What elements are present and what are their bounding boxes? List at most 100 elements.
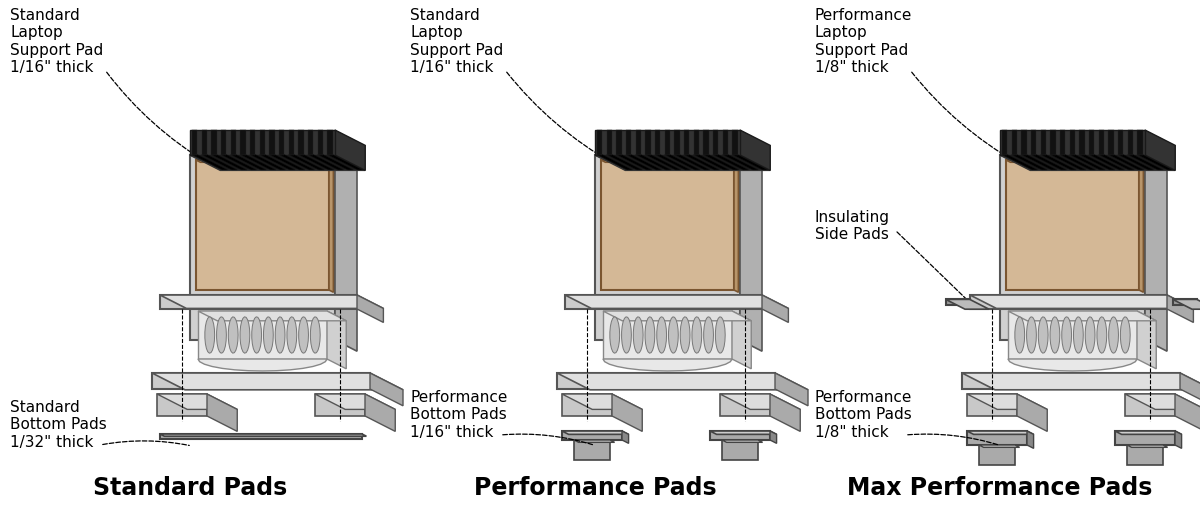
Polygon shape	[596, 154, 632, 170]
Polygon shape	[734, 160, 738, 292]
Polygon shape	[610, 317, 619, 353]
Text: Performance
Bottom Pads
1/8" thick: Performance Bottom Pads 1/8" thick	[815, 390, 912, 440]
Polygon shape	[557, 373, 808, 390]
Polygon shape	[202, 130, 206, 155]
Polygon shape	[720, 394, 800, 409]
Polygon shape	[1097, 317, 1106, 353]
Polygon shape	[318, 130, 323, 155]
Polygon shape	[370, 373, 403, 406]
Polygon shape	[694, 130, 698, 155]
Polygon shape	[684, 130, 689, 155]
Polygon shape	[674, 130, 679, 155]
Polygon shape	[665, 154, 700, 170]
Polygon shape	[190, 155, 358, 166]
Polygon shape	[1050, 317, 1060, 353]
Polygon shape	[703, 130, 708, 155]
Polygon shape	[289, 154, 324, 170]
Polygon shape	[1099, 130, 1104, 155]
Polygon shape	[1109, 317, 1118, 353]
Polygon shape	[230, 154, 266, 170]
Polygon shape	[674, 154, 710, 170]
Polygon shape	[607, 130, 612, 155]
Polygon shape	[216, 317, 227, 353]
Polygon shape	[1127, 445, 1163, 465]
Polygon shape	[240, 154, 276, 170]
Polygon shape	[646, 317, 655, 353]
Polygon shape	[250, 130, 256, 155]
Polygon shape	[287, 317, 296, 353]
Polygon shape	[612, 394, 642, 432]
Polygon shape	[1031, 154, 1067, 170]
Polygon shape	[626, 130, 631, 155]
Polygon shape	[962, 373, 1180, 389]
Polygon shape	[308, 154, 343, 170]
Polygon shape	[607, 154, 642, 170]
Polygon shape	[252, 317, 262, 353]
Polygon shape	[314, 394, 365, 416]
Polygon shape	[967, 394, 1048, 409]
Text: Standard
Laptop
Support Pad
1/16" thick: Standard Laptop Support Pad 1/16" thick	[10, 8, 103, 75]
Polygon shape	[732, 311, 751, 369]
Polygon shape	[152, 373, 403, 390]
Polygon shape	[365, 394, 395, 432]
Text: Performance
Laptop
Support Pad
1/8" thick: Performance Laptop Support Pad 1/8" thic…	[815, 8, 912, 75]
Polygon shape	[634, 317, 643, 353]
Polygon shape	[622, 317, 631, 353]
Polygon shape	[740, 130, 770, 170]
Polygon shape	[1126, 394, 1175, 416]
Polygon shape	[601, 160, 734, 290]
Polygon shape	[562, 394, 642, 409]
Polygon shape	[1085, 317, 1096, 353]
Polygon shape	[1000, 155, 1145, 340]
Text: Performance Pads: Performance Pads	[474, 476, 716, 500]
Polygon shape	[335, 130, 365, 170]
Polygon shape	[979, 445, 1015, 465]
Polygon shape	[1069, 154, 1105, 170]
Text: Standard
Laptop
Support Pad
1/16" thick: Standard Laptop Support Pad 1/16" thick	[410, 8, 503, 75]
Polygon shape	[160, 295, 358, 309]
Polygon shape	[1000, 155, 1166, 166]
Polygon shape	[1138, 154, 1172, 170]
Polygon shape	[970, 295, 1166, 309]
Polygon shape	[565, 295, 788, 308]
Polygon shape	[1088, 154, 1124, 170]
Polygon shape	[967, 431, 1033, 434]
Polygon shape	[967, 431, 1027, 445]
Polygon shape	[557, 373, 775, 389]
Polygon shape	[192, 154, 228, 170]
Polygon shape	[198, 311, 347, 321]
Polygon shape	[289, 130, 294, 155]
Polygon shape	[770, 394, 800, 432]
Polygon shape	[1000, 130, 1145, 155]
Polygon shape	[1060, 130, 1066, 155]
Polygon shape	[646, 130, 650, 155]
Polygon shape	[1012, 154, 1048, 170]
Text: Performance
Bottom Pads
1/16" thick: Performance Bottom Pads 1/16" thick	[410, 390, 508, 440]
Polygon shape	[157, 394, 208, 416]
Polygon shape	[684, 154, 720, 170]
Polygon shape	[722, 154, 758, 170]
Polygon shape	[655, 154, 690, 170]
Polygon shape	[1128, 130, 1133, 155]
Polygon shape	[703, 317, 714, 353]
Polygon shape	[1118, 154, 1153, 170]
Polygon shape	[160, 434, 366, 436]
Polygon shape	[1015, 317, 1025, 353]
Polygon shape	[1006, 160, 1144, 162]
Polygon shape	[190, 130, 335, 155]
Polygon shape	[668, 317, 678, 353]
Polygon shape	[604, 311, 732, 359]
Polygon shape	[358, 295, 384, 322]
Polygon shape	[692, 317, 702, 353]
Polygon shape	[269, 154, 305, 170]
Polygon shape	[299, 154, 334, 170]
Polygon shape	[715, 317, 725, 353]
Polygon shape	[595, 155, 770, 170]
Polygon shape	[314, 394, 395, 409]
Polygon shape	[192, 130, 197, 155]
Polygon shape	[311, 317, 320, 353]
Polygon shape	[1038, 317, 1048, 353]
Polygon shape	[202, 154, 238, 170]
Polygon shape	[1115, 431, 1182, 434]
Polygon shape	[160, 295, 384, 308]
